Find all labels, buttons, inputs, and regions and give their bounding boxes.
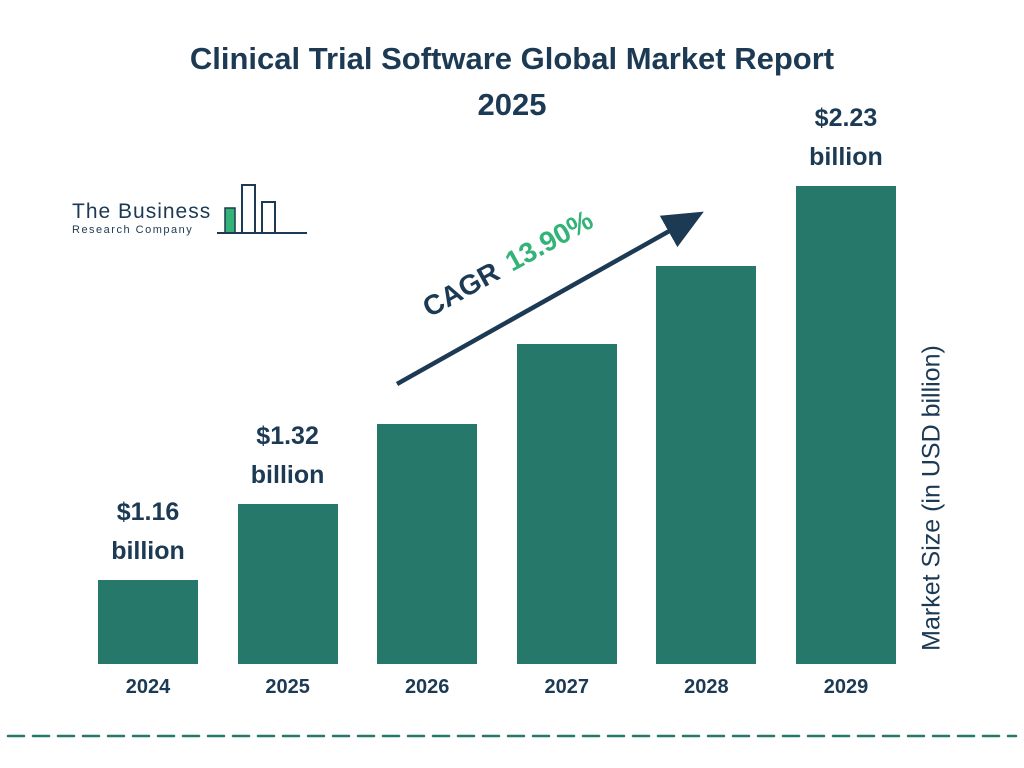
bottom-dashed-divider [6,734,1018,738]
bar-column-2026: 2026 [377,424,478,700]
bar-2027 [516,344,617,664]
bar-column-2028: 2028 [656,266,757,700]
x-tick-label-2026: 2026 [404,676,450,698]
bar-2025 [237,504,338,664]
value-label-2024: $1.16 billion [111,498,185,565]
x-tick-label-2028: 2028 [684,676,729,698]
value-label-2025: $1.32 billion [250,422,325,489]
title-line1: Clinical Trial Software Global Market Re… [189,41,835,76]
bar-chart-logo-icon [217,184,308,234]
company-logo: The Business Research Company [72,182,309,244]
bar-chart: $1.16 billion 2024 $1.32 billion 2025 2026 2027… [98,100,896,700]
logo-name: The Business [72,200,212,223]
bar-2026 [377,424,478,664]
x-tick-label-2025: 2025 [265,676,310,698]
x-tick-label-2024: 2024 [125,676,171,698]
x-tick-label-2029: 2029 [823,676,869,698]
x-tick-label-2027: 2027 [544,676,590,698]
bar-column-2024: $1.16 billion 2024 [98,493,198,700]
bar-column-2029: $2.23 billion 2029 [795,99,896,700]
bar-2029 [795,186,896,664]
value-label-2029: $2.23 billion [809,104,883,171]
company-logo-text: The Business Research Company [72,200,211,244]
bar-column-2025: $1.32 billion 2025 [237,417,338,700]
bar-column-2027: 2027 [516,344,617,700]
title-line2: 2025 [477,87,547,122]
logo-subtitle: Research Company [72,224,194,236]
bar-2024 [98,580,198,664]
bar-2028 [656,266,757,664]
page-title: Clinical Trial Software Global Market Re… [0,36,1024,128]
y-axis-label: Market Size (in USD billion) [917,345,946,651]
